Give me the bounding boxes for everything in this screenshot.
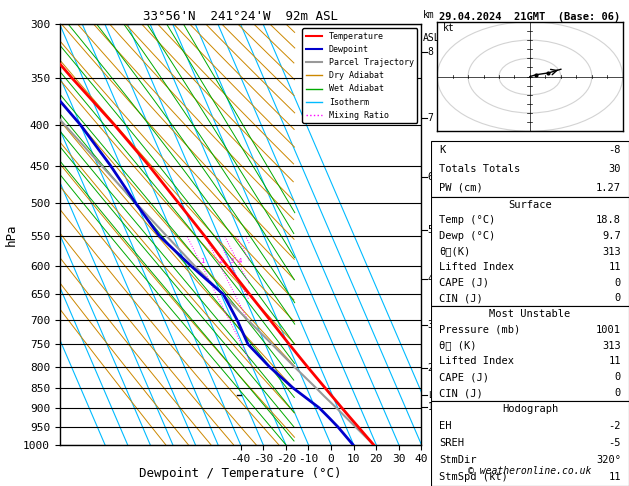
Text: LCL: LCL bbox=[428, 391, 443, 400]
Text: CIN (J): CIN (J) bbox=[439, 388, 482, 398]
Text: -8: -8 bbox=[609, 145, 621, 155]
Text: -2: -2 bbox=[609, 421, 621, 432]
Text: 3: 3 bbox=[428, 320, 433, 330]
Text: 0: 0 bbox=[615, 294, 621, 303]
Legend: Temperature, Dewpoint, Parcel Trajectory, Dry Adiabat, Wet Adiabat, Isotherm, Mi: Temperature, Dewpoint, Parcel Trajectory… bbox=[303, 29, 417, 123]
Text: 5: 5 bbox=[428, 225, 433, 235]
Text: Temp (°C): Temp (°C) bbox=[439, 215, 495, 226]
Text: 8: 8 bbox=[428, 47, 433, 57]
Bar bbox=[431, 306, 629, 401]
Title: 33°56'N  241°24'W  92m ASL: 33°56'N 241°24'W 92m ASL bbox=[143, 10, 338, 23]
Bar bbox=[431, 141, 629, 197]
Text: EH: EH bbox=[439, 421, 451, 432]
Text: CAPE (J): CAPE (J) bbox=[439, 372, 489, 382]
Text: kt: kt bbox=[443, 23, 455, 33]
Text: 2: 2 bbox=[428, 363, 433, 373]
Text: 11: 11 bbox=[609, 472, 621, 483]
Text: Surface: Surface bbox=[508, 200, 552, 209]
X-axis label: Dewpoint / Temperature (°C): Dewpoint / Temperature (°C) bbox=[140, 467, 342, 480]
Text: Dewp (°C): Dewp (°C) bbox=[439, 231, 495, 241]
Text: 9.7: 9.7 bbox=[603, 231, 621, 241]
Text: 1001: 1001 bbox=[596, 325, 621, 335]
Text: 313: 313 bbox=[603, 341, 621, 351]
Text: Most Unstable: Most Unstable bbox=[489, 309, 571, 319]
Text: Mixing Ratio (g/kg): Mixing Ratio (g/kg) bbox=[446, 179, 456, 290]
Text: 0: 0 bbox=[615, 372, 621, 382]
Text: Lifted Index: Lifted Index bbox=[439, 262, 514, 272]
Text: SREH: SREH bbox=[439, 438, 464, 449]
Text: CAPE (J): CAPE (J) bbox=[439, 278, 489, 288]
Text: θᴇ(K): θᴇ(K) bbox=[439, 246, 470, 257]
Text: © weatheronline.co.uk: © weatheronline.co.uk bbox=[468, 466, 592, 476]
Text: ASL: ASL bbox=[423, 33, 441, 43]
Text: θᴇ (K): θᴇ (K) bbox=[439, 341, 476, 351]
Text: 4: 4 bbox=[238, 258, 242, 264]
Text: 11: 11 bbox=[609, 356, 621, 366]
Text: 11: 11 bbox=[609, 262, 621, 272]
Text: K: K bbox=[439, 145, 445, 155]
Text: Hodograph: Hodograph bbox=[502, 404, 558, 415]
Bar bbox=[431, 197, 629, 306]
Text: CIN (J): CIN (J) bbox=[439, 294, 482, 303]
Text: 4: 4 bbox=[428, 275, 433, 284]
Text: 0: 0 bbox=[615, 278, 621, 288]
Text: StmDir: StmDir bbox=[439, 455, 476, 466]
Text: 3: 3 bbox=[230, 258, 234, 264]
Text: 1: 1 bbox=[200, 258, 204, 264]
Text: Pressure (mb): Pressure (mb) bbox=[439, 325, 520, 335]
Text: 6: 6 bbox=[428, 172, 433, 182]
Text: 1: 1 bbox=[428, 402, 433, 412]
Text: km: km bbox=[423, 10, 435, 20]
Text: 29.04.2024  21GMT  (Base: 06): 29.04.2024 21GMT (Base: 06) bbox=[439, 12, 621, 22]
Text: 313: 313 bbox=[603, 246, 621, 257]
Text: -5: -5 bbox=[609, 438, 621, 449]
Y-axis label: hPa: hPa bbox=[4, 223, 18, 246]
Text: 1.27: 1.27 bbox=[596, 183, 621, 192]
Text: PW (cm): PW (cm) bbox=[439, 183, 482, 192]
Text: 7: 7 bbox=[428, 113, 433, 122]
Text: Lifted Index: Lifted Index bbox=[439, 356, 514, 366]
Text: StmSpd (kt): StmSpd (kt) bbox=[439, 472, 508, 483]
Text: 320°: 320° bbox=[596, 455, 621, 466]
Text: 2: 2 bbox=[218, 258, 223, 264]
Text: 0: 0 bbox=[615, 388, 621, 398]
Text: Totals Totals: Totals Totals bbox=[439, 164, 520, 174]
Text: 30: 30 bbox=[609, 164, 621, 174]
Text: 18.8: 18.8 bbox=[596, 215, 621, 226]
Bar bbox=[431, 401, 629, 486]
